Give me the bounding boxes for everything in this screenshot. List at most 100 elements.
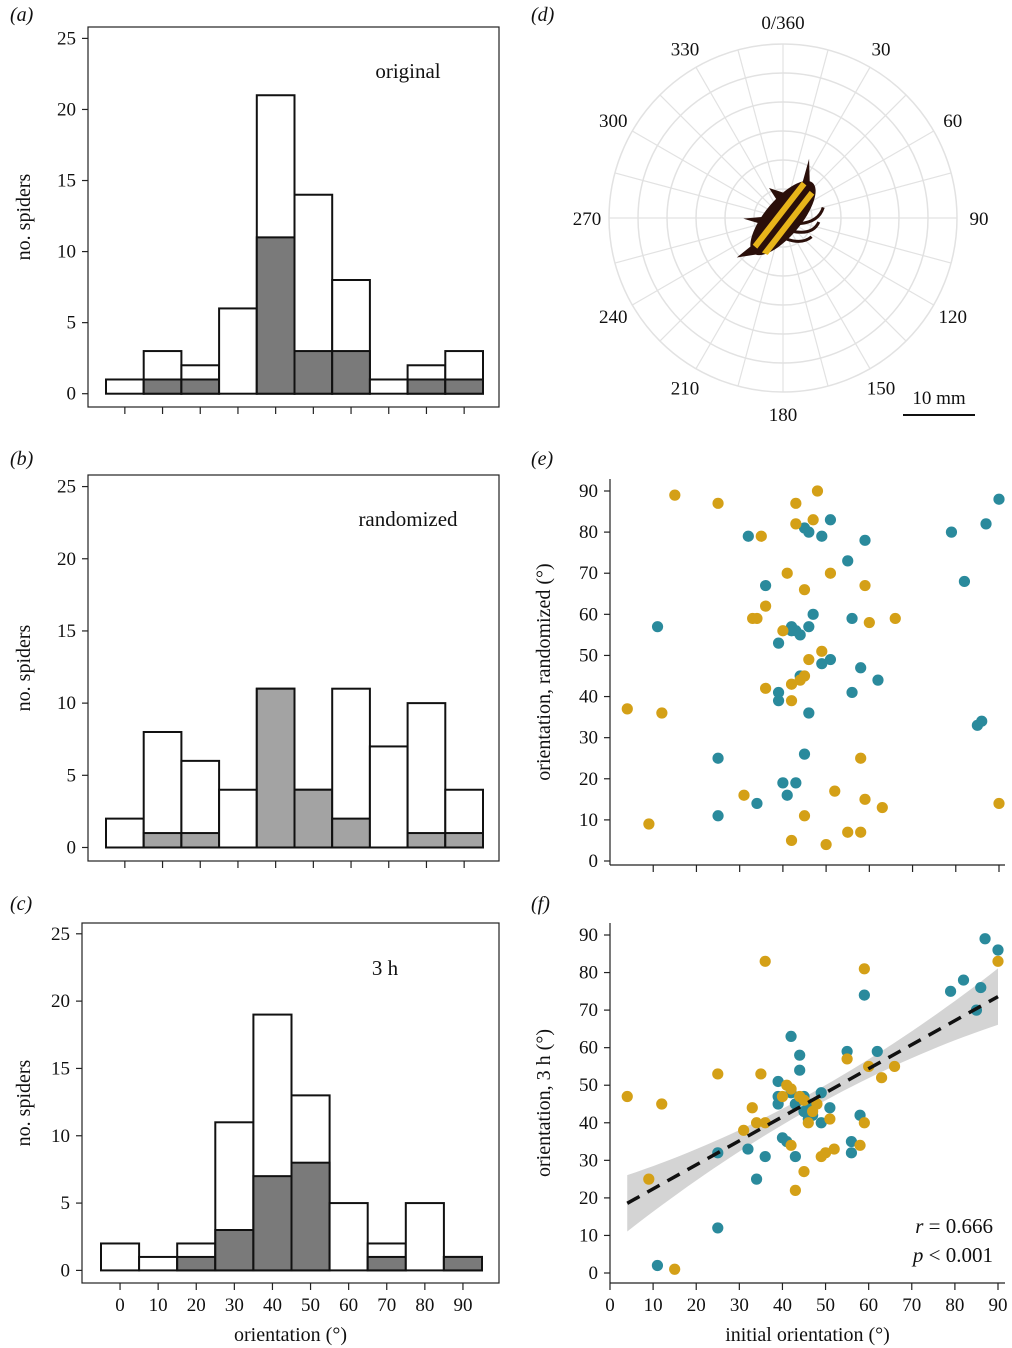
y-tick-label: 50 <box>579 645 598 666</box>
gold-point <box>789 1184 801 1196</box>
panel-label: (b) <box>10 448 34 470</box>
y-tick-label: 0 <box>61 1260 71 1281</box>
teal-point <box>815 1117 827 1129</box>
bar-subset <box>406 378 447 395</box>
x-tick-label: 90 <box>453 1295 472 1316</box>
polar-grid-spoke <box>659 94 784 219</box>
y-tick-label: 70 <box>579 563 598 584</box>
x-tick-label: 0 <box>605 1295 615 1316</box>
gold-point <box>751 612 763 625</box>
bar-subset <box>255 687 296 849</box>
teal-point <box>871 1045 883 1058</box>
x-tick-label: 10 <box>149 1295 168 1316</box>
teal-point <box>781 789 793 801</box>
teal-point <box>651 1259 664 1272</box>
teal-point <box>772 1075 784 1088</box>
teal-point <box>845 1135 858 1148</box>
teal-point <box>742 530 754 542</box>
gold-point <box>888 1060 901 1073</box>
y-tick-label: 10 <box>51 1126 70 1147</box>
bar-subset <box>293 350 334 395</box>
panel-label: (e) <box>531 448 554 470</box>
plot-frame <box>87 26 500 408</box>
bar-subset <box>290 1161 331 1272</box>
gold-point <box>816 645 828 657</box>
gold-point <box>738 789 750 801</box>
gold-point <box>785 1139 797 1151</box>
gold-point <box>643 1173 655 1185</box>
teal-point <box>803 621 815 633</box>
panel-annotation: 3 h <box>372 956 399 980</box>
teal-point <box>824 1102 836 1114</box>
y-tick-label: 40 <box>579 687 598 708</box>
bar-subset <box>406 832 447 849</box>
x-tick-label: 50 <box>816 1295 835 1316</box>
polar-angle-label: 150 <box>867 379 896 400</box>
y-tick-label: 10 <box>57 242 76 263</box>
polar-angle-label: 60 <box>943 111 962 132</box>
panel-label: (d) <box>531 4 555 26</box>
x-tick-label: 40 <box>263 1295 282 1316</box>
gold-point <box>802 1117 814 1129</box>
teal-point <box>944 985 957 997</box>
bar-total <box>142 730 183 849</box>
bar-subset <box>142 832 183 849</box>
y-tick-label: 5 <box>67 313 77 334</box>
polar-angle-label: 30 <box>872 39 891 60</box>
y-tick-label: 15 <box>51 1058 70 1079</box>
bar-total <box>105 817 145 849</box>
gold-point <box>855 752 867 764</box>
panel-annotation: original <box>375 59 440 83</box>
gold-point <box>863 616 875 629</box>
gold-point <box>829 785 841 797</box>
gold-point <box>889 612 901 625</box>
teal-point <box>807 608 819 620</box>
gold-point <box>785 1083 797 1095</box>
gold-point <box>776 1090 789 1103</box>
plot-frame <box>81 922 500 1284</box>
y-axis-title: orientation, 3 h (°) <box>533 1029 555 1177</box>
gold-point <box>746 1102 758 1114</box>
gold-point <box>855 826 867 838</box>
teal-point <box>760 579 772 592</box>
y-tick-label: 60 <box>579 1038 598 1059</box>
gold-point <box>669 489 681 501</box>
y-tick-label: 30 <box>579 728 598 749</box>
polar-grid-spoke <box>695 67 784 219</box>
teal-point <box>872 674 884 686</box>
gold-point <box>755 530 767 542</box>
polar-angle-label: 180 <box>769 405 798 426</box>
polar-angle-label: 300 <box>599 111 628 132</box>
gold-point <box>643 818 655 830</box>
x-axis-title: initial orientation (°) <box>725 1324 890 1346</box>
gold-point <box>669 1263 681 1275</box>
bar-total <box>100 1242 141 1272</box>
y-axis-title: no. spiders <box>13 624 35 711</box>
teal-point <box>846 612 858 625</box>
x-tick-label: 60 <box>859 1295 878 1316</box>
teal-point <box>651 621 664 633</box>
teal-point <box>824 514 837 526</box>
teal-point <box>993 493 1005 505</box>
y-tick-label: 40 <box>579 1113 598 1134</box>
bar-total <box>368 745 409 849</box>
gold-point <box>621 1090 633 1103</box>
gold-point <box>621 703 633 715</box>
polar-grid-spoke <box>782 217 952 264</box>
gold-point <box>759 955 771 967</box>
y-tick-label: 25 <box>57 28 76 49</box>
teal-point <box>976 715 988 727</box>
panel-annotation: randomized <box>358 507 458 531</box>
bar-total <box>105 378 145 395</box>
bar-subset <box>366 1255 407 1272</box>
teal-point <box>846 686 858 699</box>
gold-point <box>798 584 811 596</box>
y-tick-label: 90 <box>579 481 598 502</box>
teal-point <box>845 1147 858 1159</box>
teal-point <box>945 526 958 538</box>
y-tick-label: 60 <box>579 604 598 625</box>
gold-point <box>656 707 668 719</box>
x-tick-label: 70 <box>377 1295 396 1316</box>
gold-point <box>858 963 870 975</box>
y-tick-label: 0 <box>589 1263 599 1284</box>
